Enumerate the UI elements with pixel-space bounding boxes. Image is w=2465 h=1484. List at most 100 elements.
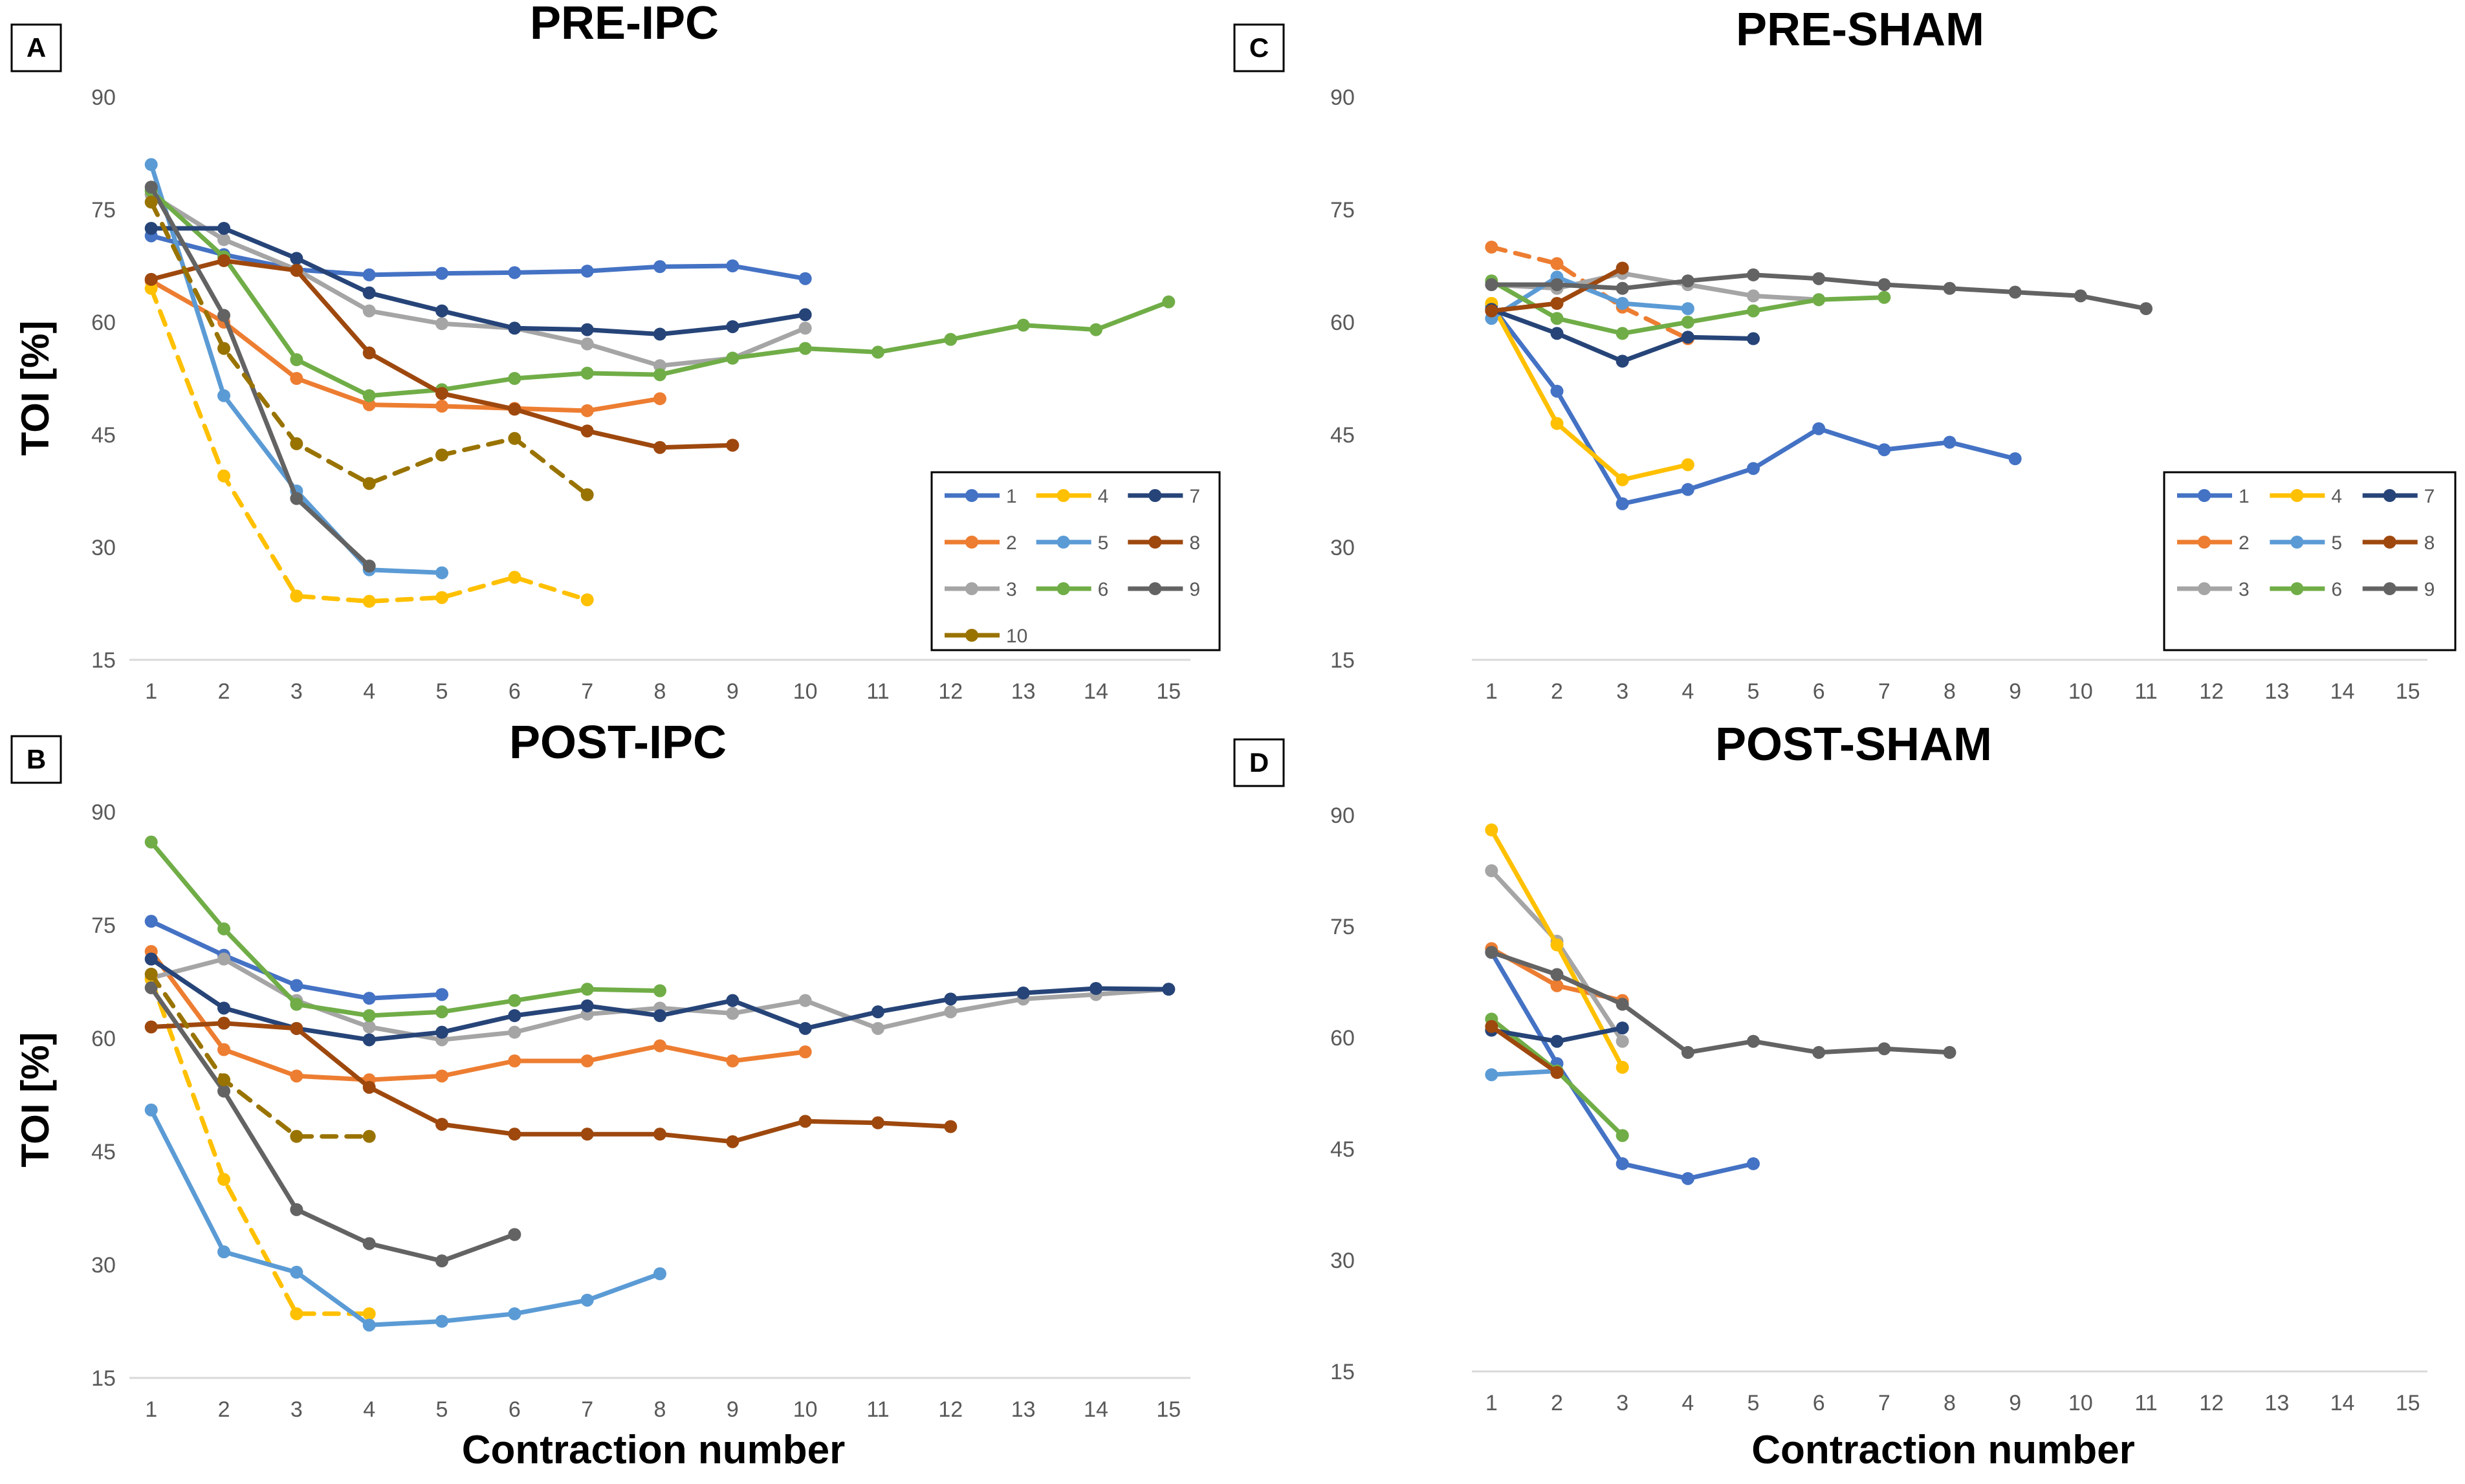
y-tick-label: 60 — [1330, 1026, 1355, 1051]
data-point — [653, 984, 666, 998]
data-point — [1616, 261, 1629, 275]
data-point — [290, 437, 303, 450]
y-tick-label: 90 — [1330, 803, 1355, 828]
y-axis-label: TOI [%] — [14, 1032, 57, 1168]
x-tick-label: 12 — [938, 1397, 963, 1422]
legend-swatch-marker — [1148, 489, 1162, 502]
data-point — [653, 1009, 666, 1022]
data-point — [362, 1080, 376, 1094]
y-tick-label: 75 — [1330, 915, 1355, 939]
y-tick-label: 30 — [1330, 536, 1355, 560]
data-point — [1878, 1042, 1891, 1056]
data-point — [144, 915, 158, 928]
data-point — [2074, 289, 2087, 303]
legend-swatch-marker — [965, 489, 978, 502]
x-tick-label: 7 — [1878, 1391, 1890, 1415]
legend-swatch-marker — [2383, 489, 2396, 502]
x-tick-label: 3 — [1616, 1391, 1628, 1415]
series-9 — [144, 981, 521, 1268]
y-tick-label: 45 — [91, 423, 116, 448]
data-point — [2008, 285, 2022, 299]
x-tick-label: 5 — [436, 1397, 448, 1422]
data-point — [217, 1173, 231, 1186]
data-point — [144, 1103, 158, 1117]
data-point — [653, 1039, 666, 1053]
y-tick-label: 90 — [1330, 85, 1355, 110]
series-7 — [1485, 1021, 1629, 1048]
data-point — [1162, 983, 1176, 996]
legend-swatch-marker — [2198, 582, 2211, 595]
data-point — [580, 1054, 594, 1067]
data-point — [217, 952, 231, 966]
data-point — [217, 342, 231, 355]
series-line — [1489, 1024, 1559, 1075]
data-point — [944, 333, 958, 346]
data-point — [1162, 295, 1176, 309]
series-line — [149, 184, 372, 569]
series-5 — [144, 1103, 666, 1332]
data-point — [1550, 312, 1564, 325]
data-point — [1943, 1045, 1956, 1059]
series-1 — [1485, 299, 2022, 510]
legend-swatch-marker — [965, 582, 978, 595]
data-point — [508, 322, 521, 335]
data-point — [580, 424, 594, 438]
x-tick-label: 10 — [793, 679, 818, 704]
data-point — [290, 1069, 303, 1083]
x-tick-label: 2 — [1551, 679, 1563, 704]
legend-box — [930, 471, 1221, 651]
x-tick-label: 3 — [290, 679, 303, 704]
data-point — [1616, 1129, 1629, 1142]
data-point — [580, 1293, 594, 1307]
data-point — [1747, 332, 1760, 345]
legend-item-9: 9 — [2362, 579, 2435, 600]
y-tick-label: 90 — [91, 85, 116, 110]
data-point — [290, 252, 303, 265]
data-point — [1747, 1034, 1760, 1048]
legend: 1 4 7 2 5 8 3 6 9 — [2163, 471, 2457, 651]
data-point — [1681, 1172, 1694, 1185]
legend-swatch-marker — [2290, 489, 2304, 502]
data-point — [1616, 1157, 1629, 1170]
data-point — [1681, 458, 1694, 472]
data-point — [1681, 316, 1694, 329]
data-point — [726, 1054, 740, 1067]
legend-item-3: 3 — [2177, 579, 2250, 600]
data-point — [1550, 384, 1564, 398]
data-point — [726, 1007, 740, 1020]
x-tick-label: 9 — [727, 1397, 739, 1422]
data-point — [508, 1228, 521, 1241]
x-tick-label: 2 — [218, 679, 230, 704]
data-point — [1616, 355, 1629, 368]
chart-title: PRE-SHAM — [1736, 4, 1984, 56]
series-line — [149, 985, 517, 1263]
data-point — [1089, 323, 1102, 336]
data-point — [1550, 968, 1564, 981]
legend-label: 10 — [1006, 626, 1027, 647]
data-point — [653, 260, 666, 274]
x-tick-label: 1 — [145, 679, 157, 704]
data-point — [217, 309, 231, 322]
series-line — [149, 192, 808, 368]
data-point — [1812, 1045, 1826, 1059]
x-tick-label: 2 — [1551, 1391, 1563, 1415]
series-1 — [144, 915, 449, 1005]
data-point — [580, 999, 594, 1012]
legend-swatch-marker — [1148, 536, 1162, 549]
data-point — [290, 492, 303, 505]
data-point — [1681, 274, 1694, 288]
series-line — [149, 234, 808, 281]
series-8 — [144, 1016, 958, 1148]
data-point — [435, 988, 449, 1001]
legend-item-7: 7 — [2362, 486, 2435, 507]
legend-label: 7 — [1189, 486, 1200, 507]
data-point — [508, 266, 521, 279]
data-point — [1550, 297, 1564, 310]
data-point — [1616, 1060, 1629, 1074]
data-point — [580, 488, 594, 501]
data-point — [1616, 998, 1629, 1011]
y-tick-label: 45 — [1330, 1137, 1355, 1162]
data-point — [362, 1009, 376, 1022]
y-tick-label: 75 — [91, 198, 116, 223]
